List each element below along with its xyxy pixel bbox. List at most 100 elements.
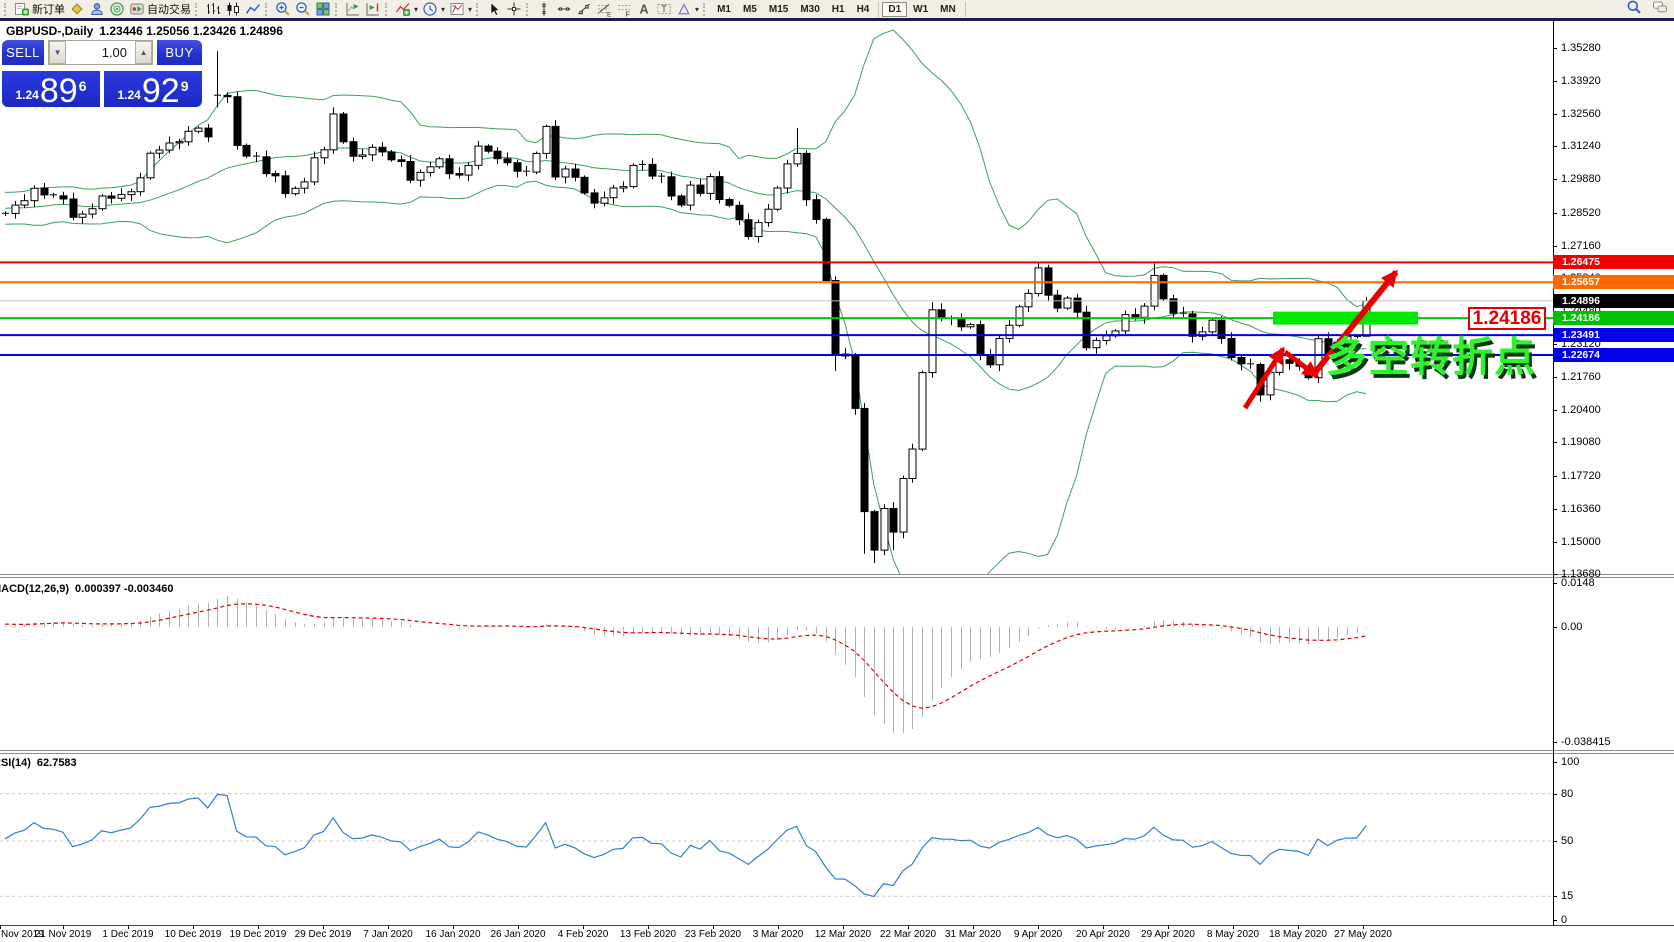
main-chart[interactable] [0, 21, 1553, 574]
shapes-button[interactable]: ▾ [674, 1, 701, 18]
chart-forward-button[interactable] [343, 1, 363, 18]
date-tick-mark [1233, 926, 1234, 929]
date-label: 29 Apr 2020 [1141, 929, 1195, 940]
support-price-callout[interactable]: 1.24186 [1468, 307, 1546, 330]
price-tick: 1.28520 [1561, 207, 1601, 219]
price-tick: 1.21760 [1561, 371, 1601, 383]
tf-W1[interactable]: W1 [913, 3, 929, 15]
date-tick-mark [128, 926, 129, 929]
hline-button[interactable] [554, 1, 574, 18]
symbol-period-label: GBPUSD-,Daily [6, 24, 94, 38]
axis-tick-mark [1553, 179, 1557, 180]
label-icon: T [656, 1, 672, 17]
pane-separator[interactable] [0, 574, 1674, 578]
templates-icon [449, 1, 465, 17]
price-tick: 1.13680 [1561, 568, 1601, 580]
turning-point-annotation[interactable]: 多空转折点 [1326, 334, 1536, 380]
chevron-down-icon[interactable]: ▾ [695, 4, 700, 14]
text-button[interactable]: A [634, 1, 654, 18]
rsi-pane[interactable] [0, 754, 1553, 926]
search-icon[interactable] [1626, 0, 1642, 20]
tile-windows-button[interactable] [313, 1, 333, 18]
rsi-line [4, 793, 1367, 898]
tf-H4[interactable]: H4 [856, 3, 870, 15]
profile-icon [89, 1, 105, 17]
buy-button[interactable]: BUY [157, 40, 202, 65]
buy-price-sup: 9 [180, 78, 189, 94]
volume-increase-button[interactable]: ▲ [135, 41, 153, 64]
volume-decrease-button[interactable]: ▼ [49, 41, 67, 64]
metaeditor-button[interactable] [67, 1, 87, 18]
indicators-icon [395, 1, 411, 17]
date-label: 16 Jan 2020 [425, 929, 481, 940]
marketwatch-icon [109, 1, 125, 17]
macd-scale-tick: -0.038415 [1561, 736, 1611, 748]
date-label: 20 Apr 2020 [1076, 929, 1130, 940]
date-tick-mark [1363, 926, 1364, 929]
tf-H1[interactable]: H1 [831, 3, 845, 15]
date-tick-mark [1038, 926, 1039, 929]
zoom-in-button[interactable] [273, 1, 293, 18]
date-tick-mark [843, 926, 844, 929]
date-tick-mark [1298, 926, 1299, 929]
chat-icon[interactable] [1652, 0, 1668, 20]
marketwatch-button[interactable] [107, 1, 127, 18]
trendline-button[interactable] [574, 1, 594, 18]
macd-label: MACD(12,26,9)0.000397 -0.003460 [0, 583, 174, 595]
date-tick-mark [1103, 926, 1104, 929]
chart-shift-button[interactable] [363, 1, 383, 18]
axis-tick-mark [1553, 146, 1557, 147]
new-order-button[interactable]: 新订单 [12, 1, 67, 18]
cursor-button[interactable] [484, 1, 504, 18]
toolbar-grip [195, 2, 199, 16]
tf-D1[interactable]: D1 [882, 1, 908, 17]
svg-text:T: T [661, 4, 667, 14]
axis-tick-mark [1553, 344, 1557, 345]
axis-tick-mark [1553, 476, 1557, 477]
chevron-down-icon[interactable]: ▾ [441, 4, 446, 14]
tf-MN[interactable]: MN [940, 3, 956, 15]
autotrading-button[interactable]: 自动交易 [127, 1, 193, 18]
buy-price-display[interactable]: 1.24 92 9 [104, 71, 202, 108]
sell-price-display[interactable]: 1.24 89 6 [2, 71, 100, 108]
bb-upper [4, 29, 1367, 308]
tf-M30[interactable]: M30 [800, 3, 820, 15]
channel-button[interactable]: F [614, 1, 634, 18]
macd-pane[interactable] [0, 578, 1553, 750]
new-order-label: 新订单 [32, 4, 65, 16]
vline-button[interactable] [534, 1, 554, 18]
date-axis[interactable]: Nov 2019 21 Nov 2019 1 Dec 2019 10 Dec 2019… [0, 926, 1674, 942]
text-icon: A [636, 1, 652, 17]
sell-button[interactable]: SELL [2, 40, 45, 65]
chevron-down-icon[interactable]: ▾ [468, 4, 473, 14]
period-button[interactable]: ▾ [420, 1, 447, 18]
templates-button[interactable]: ▾ [447, 1, 474, 18]
volume-stepper: ▼ ▲ [48, 40, 154, 65]
crosshair-icon [506, 1, 522, 17]
axis-tick-mark [1553, 213, 1557, 214]
tf-M15[interactable]: M15 [768, 3, 789, 15]
bar-chart-icon [205, 1, 221, 17]
price-tag: 1.22674 [1553, 348, 1674, 362]
fibo-button[interactable]: E [594, 1, 614, 18]
zoom-out-icon [295, 1, 311, 17]
bar-chart-button[interactable] [203, 1, 223, 18]
date-tick-mark [908, 926, 909, 929]
date-label: Nov 2019 [1, 929, 44, 940]
date-tick-mark [973, 926, 974, 929]
tf-M5[interactable]: M5 [742, 3, 757, 15]
volume-input[interactable] [66, 41, 136, 64]
tf-M1[interactable]: M1 [717, 3, 731, 15]
line-chart-button[interactable] [243, 1, 263, 18]
zoom-out-button[interactable] [293, 1, 313, 18]
date-label: 13 Feb 2020 [619, 929, 677, 940]
pane-separator[interactable] [0, 750, 1674, 754]
candle-chart-button[interactable] [223, 1, 243, 18]
indicators-button[interactable]: ▾ [393, 1, 420, 18]
crosshair-button[interactable] [504, 1, 524, 18]
label-button[interactable]: T [654, 1, 674, 18]
price-tag: 1.25657 [1553, 275, 1674, 289]
zoom-in-icon [275, 1, 291, 17]
profile-button[interactable] [87, 1, 107, 18]
chevron-down-icon[interactable]: ▾ [414, 4, 419, 14]
